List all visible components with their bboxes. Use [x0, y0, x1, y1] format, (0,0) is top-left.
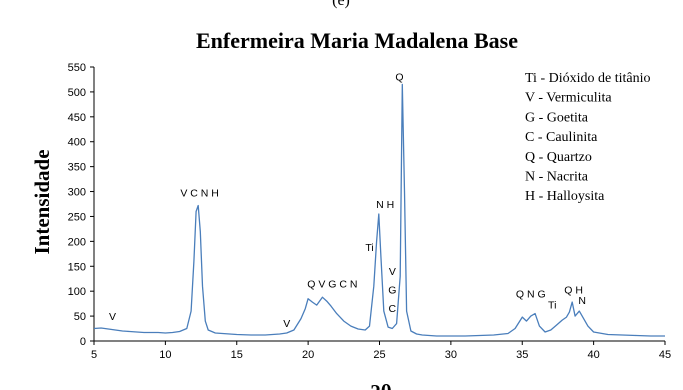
peak-label: V [283, 318, 290, 330]
legend-entry: N - Nacrita [525, 170, 589, 185]
y-tick-label: 50 [74, 311, 86, 323]
y-tick-label: 300 [68, 187, 86, 199]
legend-entry: C - Caulinita [525, 130, 598, 145]
legend: Ti - Dióxido de titânio V - Vermiculita G … [525, 71, 651, 204]
xrd-pattern-line [93, 83, 665, 337]
y-tick-label: 350 [68, 162, 86, 174]
peak-label: V [109, 311, 116, 323]
chart-title: Enfermeira Maria Madalena Base [196, 28, 518, 53]
y-tick-label: 200 [68, 236, 86, 248]
peak-label: Ti [548, 300, 556, 312]
y-tick-label: 550 [68, 62, 86, 74]
x-tick-label: 15 [231, 349, 243, 361]
peak-label: N [578, 295, 586, 307]
peak-label: G [388, 285, 396, 297]
y-axis-title: Intensidade [30, 149, 54, 254]
peak-label: V C N H [180, 188, 219, 200]
x-tick-label: 10 [159, 349, 171, 361]
y-tick-label: 400 [68, 137, 86, 149]
x-tick-label: 5 [91, 349, 97, 361]
figure-label-fragment: (e) [332, 0, 350, 9]
x-tick-label: 40 [588, 349, 600, 361]
y-tick-label: 450 [68, 112, 86, 124]
x-tick-label: 45 [659, 349, 671, 361]
legend-entry: V - Vermiculita [525, 91, 612, 106]
peak-label: Q H [564, 285, 583, 297]
y-tick-label: 250 [68, 211, 86, 223]
y-tick-label: 100 [68, 286, 86, 298]
series-group [93, 83, 665, 337]
x-tick-label: 30 [445, 349, 457, 361]
peak-label: N H [376, 199, 394, 211]
x-tick-label: 25 [373, 349, 385, 361]
legend-entry: Q - Quartzo [525, 150, 592, 165]
x-axis-title: 2θ [370, 380, 392, 390]
y-tick-label: 150 [68, 261, 86, 273]
peak-label: C [389, 303, 397, 315]
peak-label: Q [395, 71, 403, 83]
y-tick-label: 0 [80, 336, 86, 348]
y-tick-label: 500 [68, 87, 86, 99]
legend-entry: Ti - Dióxido de titânio [525, 71, 651, 86]
ticks: 0 50 100 150 200 250 300 350 400 450 500 550 5 10 15 20… [68, 62, 671, 361]
x-tick-label: 35 [516, 349, 528, 361]
peak-label: Q V G C N [307, 279, 357, 291]
peak-label: V [389, 266, 396, 278]
peak-label: Ti [365, 242, 373, 254]
peak-label: Q N G [516, 289, 546, 301]
x-tick-label: 20 [302, 349, 314, 361]
legend-entry: G - Goetita [525, 110, 589, 125]
legend-entry: H - Halloysita [525, 189, 605, 204]
